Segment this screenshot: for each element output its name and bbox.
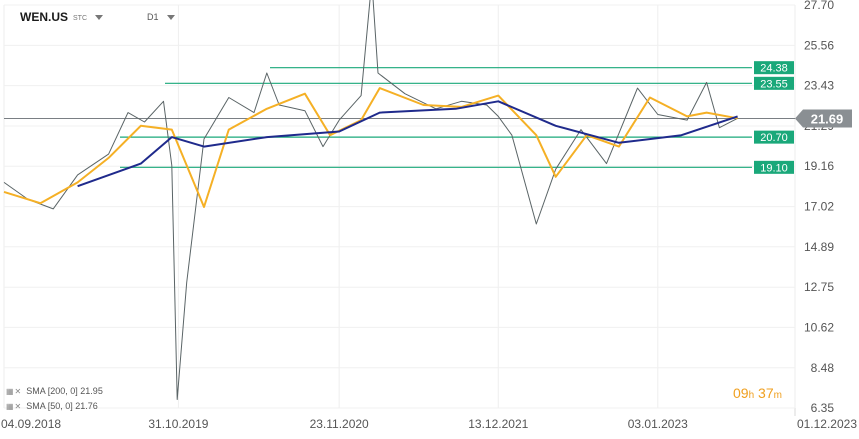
timeframe-label[interactable]: D1 <box>147 12 159 22</box>
level-label: 24.38 <box>760 63 788 75</box>
sma50-series-line <box>3 87 738 208</box>
y-tick-label: 19.16 <box>804 159 834 173</box>
x-tick-label: 01.12.2023 <box>797 417 857 431</box>
current-price-tag <box>795 109 852 128</box>
symbol-label[interactable]: WEN.US <box>20 10 68 24</box>
y-tick-label: 6.35 <box>811 401 835 415</box>
current-price-label: 21.69 <box>811 111 844 126</box>
symbol-dropdown-icon[interactable] <box>95 14 103 20</box>
level-tag[interactable] <box>754 130 794 144</box>
x-tick-label: 23.11.2020 <box>310 417 369 431</box>
y-tick-label: 27.70 <box>804 0 834 12</box>
legend-sma200[interactable]: ▦✕ SMA [200, 0] 21.95 <box>6 386 103 396</box>
y-tick-label: 8.48 <box>811 361 835 375</box>
legend-sma50[interactable]: ▦✕ SMA [50, 0] 21.76 <box>6 401 98 411</box>
y-tick-label: 12.75 <box>804 280 834 294</box>
y-tick-label: 17.02 <box>804 200 834 214</box>
timeframe-dropdown-icon[interactable] <box>166 14 175 20</box>
level-label: 20.70 <box>760 132 788 144</box>
x-tick-label: 04.09.2018 <box>1 417 61 431</box>
x-tick-label: 31.10.2019 <box>148 417 208 431</box>
sma200-series-line <box>77 100 738 188</box>
candle-timer: 09h 37m <box>733 385 782 401</box>
indicator-settings-icon[interactable]: ▦✕ <box>6 386 23 396</box>
symbol-suffix: STC <box>73 15 87 22</box>
y-tick-label: 14.89 <box>804 240 834 254</box>
timer-minutes: 37 <box>758 385 774 401</box>
y-tick-label: 10.62 <box>804 320 834 334</box>
timer-hours: 09 <box>733 385 749 401</box>
legend-sma50-label: SMA [50, 0] 21.76 <box>26 401 98 411</box>
indicator-settings-icon[interactable]: ▦✕ <box>6 401 23 411</box>
level-label: 19.10 <box>760 162 788 174</box>
level-tag[interactable] <box>754 160 794 174</box>
timer-h: h <box>748 390 755 401</box>
level-tag[interactable] <box>754 61 794 75</box>
chart-header: WEN.US STC D1 <box>20 10 175 24</box>
price-series-line <box>3 0 738 400</box>
level-label: 23.55 <box>760 78 788 90</box>
x-tick-label: 03.01.2023 <box>628 417 688 431</box>
timer-m: m <box>773 390 782 401</box>
x-tick-label: 13.12.2021 <box>468 417 528 431</box>
level-tag[interactable] <box>754 76 794 90</box>
legend-sma200-label: SMA [200, 0] 21.95 <box>26 386 103 396</box>
y-tick-label: 23.43 <box>804 79 834 93</box>
y-tick-label: 25.56 <box>804 38 834 52</box>
